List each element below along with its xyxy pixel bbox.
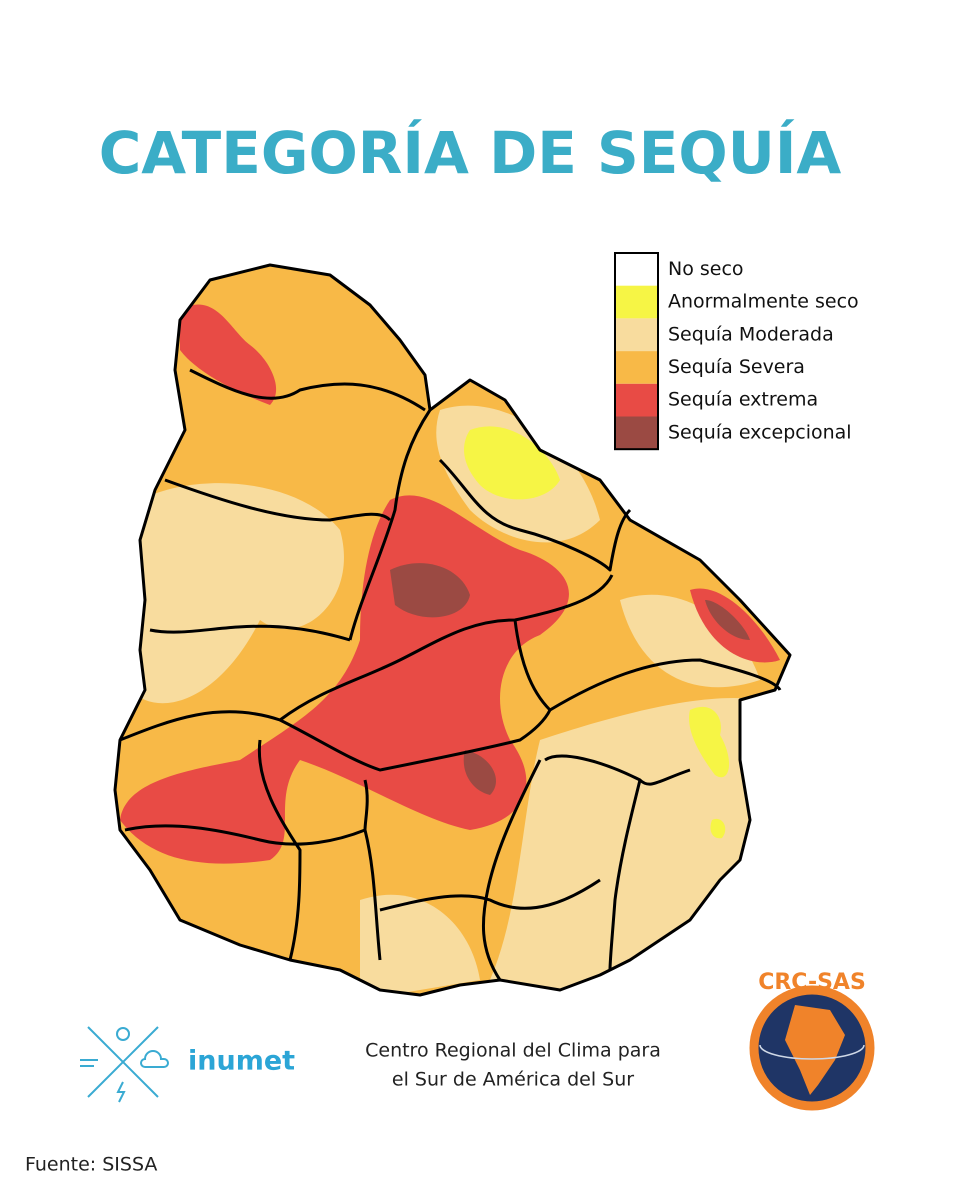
map-area <box>390 563 470 618</box>
border <box>348 409 432 641</box>
border <box>279 574 614 722</box>
border <box>164 478 392 522</box>
legend-frame <box>614 252 659 451</box>
logo-text: CRC-SAS <box>758 970 866 995</box>
map-area <box>710 818 726 839</box>
map-area <box>360 894 480 995</box>
legend-swatch <box>615 318 658 352</box>
border <box>513 619 782 712</box>
legend-swatch <box>615 351 658 384</box>
source: Fuente: SISSA <box>25 1154 157 1176</box>
crc-sas-logo <box>749 985 875 1111</box>
border <box>438 458 632 572</box>
map-area <box>705 600 750 640</box>
center-text: Centro Regional del Clima para <box>365 1040 661 1062</box>
legend-label: Sequía Moderada <box>668 323 834 345</box>
legend-label: Sequía Severa <box>668 356 805 378</box>
border <box>608 779 642 971</box>
legend: No seco Anormalmente seco Sequía Moderada S… <box>614 252 859 451</box>
center-text: el Sur de América del Sur <box>392 1069 634 1091</box>
border <box>257 739 302 961</box>
legend-swatch <box>615 416 658 450</box>
inumet-icon <box>80 1026 169 1103</box>
border <box>544 754 691 786</box>
border <box>149 624 351 642</box>
legend-label: Sequía extrema <box>668 389 818 411</box>
legend-label: Sequía excepcional <box>668 421 852 443</box>
border <box>379 878 601 912</box>
map-area <box>464 426 560 500</box>
legend-label: No seco <box>668 258 744 280</box>
department-borders <box>113 263 792 997</box>
title: CATEGORÍA DE SEQUÍA <box>99 118 842 187</box>
legend-swatch <box>615 383 658 417</box>
border <box>119 709 552 772</box>
map-area <box>180 304 277 405</box>
border <box>363 779 369 831</box>
border <box>482 759 542 981</box>
map-area <box>620 594 760 688</box>
legend-swatch <box>615 285 658 319</box>
map-area <box>130 483 344 704</box>
border <box>124 824 382 961</box>
map-area <box>463 750 496 795</box>
map-area <box>689 706 730 778</box>
agency-name: inumet <box>188 1046 295 1077</box>
legend-label: Anormalmente seco <box>668 291 859 313</box>
legend-swatch <box>615 253 658 286</box>
border <box>189 368 426 412</box>
